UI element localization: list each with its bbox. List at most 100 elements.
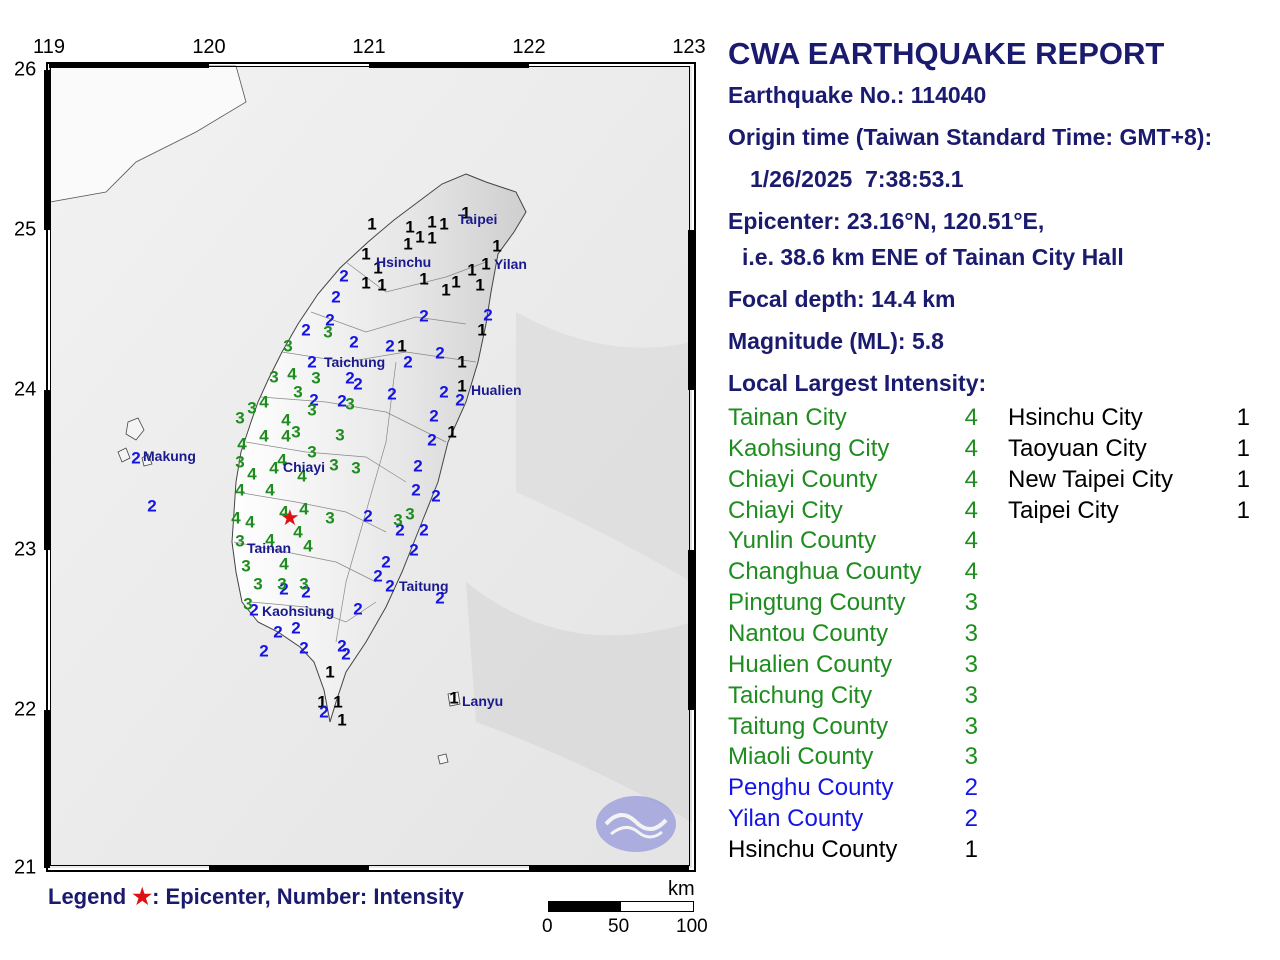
intensity-marker: 1 xyxy=(427,228,437,248)
cwa-logo xyxy=(596,796,676,852)
intensity-marker: 4 xyxy=(269,458,279,478)
intensity-marker: 3 xyxy=(335,425,345,445)
intensity-marker: 2 xyxy=(337,636,347,656)
intensity-marker: 3 xyxy=(307,442,317,462)
intensity-marker: 1 xyxy=(337,710,347,730)
intensity-marker: 3 xyxy=(243,594,253,614)
intensity-marker: 2 xyxy=(341,644,351,664)
intensity-marker: 1 xyxy=(397,336,407,356)
legend-text: : Epicenter, Number: Intensity xyxy=(152,884,464,909)
city-label: Yilan xyxy=(494,256,527,272)
intensity-marker: 3 xyxy=(351,458,361,478)
intensity-marker: 2 xyxy=(431,486,441,506)
intensity-marker: 1 xyxy=(475,275,485,295)
intensity-marker: 4 xyxy=(277,450,287,470)
region-name: Nantou County xyxy=(728,619,889,647)
intensity-marker: 4 xyxy=(287,364,297,384)
intensity-marker: 1 xyxy=(367,214,377,234)
lat-tick: 21 xyxy=(14,856,37,879)
intensity-marker: 4 xyxy=(265,480,275,500)
intensity-row: Changhua County 4 xyxy=(728,558,988,586)
intensity-marker: 3 xyxy=(405,504,415,524)
intensity-marker: 1 xyxy=(449,688,459,708)
intensity-marker: 2 xyxy=(483,305,493,325)
taiwan-island xyxy=(231,173,527,723)
intensity-marker: 3 xyxy=(307,400,317,420)
intensity-marker: 1 xyxy=(461,203,471,223)
region-name: Pingtung County xyxy=(728,589,906,617)
intensity-row: Yunlin County 4 xyxy=(728,527,988,555)
intensity-marker: 4 xyxy=(237,434,247,454)
region-name: Chiayi County xyxy=(728,465,878,493)
intensity-marker: 2 xyxy=(435,343,445,363)
lon-tick: 119 xyxy=(33,36,65,58)
intensity-marker: 1 xyxy=(405,217,415,237)
lon-tick: 121 xyxy=(352,36,386,58)
intensity-marker: 4 xyxy=(259,392,269,412)
intensity-marker: 2 xyxy=(427,430,437,450)
region-intensity: 4 xyxy=(964,404,978,431)
intensity-marker: 1 xyxy=(447,422,457,442)
intensity-marker: 3 xyxy=(299,574,309,594)
intensity-row: Hsinchu County 1 xyxy=(728,836,988,864)
origin-label: Origin time (Taiwan Standard Time: GMT+8… xyxy=(728,124,1213,150)
intensity-row: Penghu County 2 xyxy=(728,774,988,802)
intensity-marker: 2 xyxy=(307,352,317,372)
intensity-marker: 2 xyxy=(387,384,397,404)
intensity-marker: 2 xyxy=(131,448,141,468)
region-name: Hualien County xyxy=(728,650,893,678)
intensity-marker: 4 xyxy=(265,530,275,550)
region-intensity: 4 xyxy=(964,527,978,555)
city-label: Tainan xyxy=(247,540,292,556)
intensity-row: Miaoli County 3 xyxy=(728,743,988,771)
intensity-list-col2: Hsinchu City 1 Taoyuan City 1 New Taipei Cit… xyxy=(1008,404,1260,534)
region-intensity: 4 xyxy=(964,434,978,462)
intensity-marker: 4 xyxy=(281,410,291,430)
legend: Legend ★: Epicenter, Number: Intensity xyxy=(48,884,464,910)
city-label: Chiayi xyxy=(283,459,326,475)
region-intensity: 3 xyxy=(964,681,978,709)
intensity-marker: 1 xyxy=(451,272,461,292)
intensity-marker: 4 xyxy=(299,499,309,519)
intensity-row: Chiayi County 4 xyxy=(728,466,988,494)
region-intensity: 1 xyxy=(1236,496,1250,524)
intensity-marker: 1 xyxy=(361,244,371,264)
intensity-row: Chiayi City 4 xyxy=(728,497,988,525)
intensity-marker: 2 xyxy=(381,552,391,572)
lat-tick: 26 xyxy=(14,58,37,81)
intensity-marker: 3 xyxy=(283,336,293,356)
intensity-marker: 1 xyxy=(373,258,383,278)
intensity-marker: 4 xyxy=(281,426,291,446)
intensity-marker: 2 xyxy=(299,638,309,658)
region-name: Taitung County xyxy=(728,712,889,740)
intensity-list-col1: Tainan City 4 Kaohsiung City 4 Chiayi County… xyxy=(728,404,988,864)
intensity-marker: 4 xyxy=(259,426,269,446)
intensity-marker: 2 xyxy=(249,600,259,620)
region-name: Hsinchu County xyxy=(728,835,898,863)
intensity-marker: 3 xyxy=(253,574,263,594)
intensity-marker: 2 xyxy=(373,566,383,586)
intensity-marker: 2 xyxy=(429,406,439,426)
lon-tick: 120 xyxy=(192,36,226,58)
intensity-row: Taipei City 1 xyxy=(1008,497,1260,525)
intensity-marker: 1 xyxy=(457,352,467,372)
intensity-marker: 2 xyxy=(337,391,347,411)
region-intensity: 3 xyxy=(964,743,978,771)
intensity-marker: 2 xyxy=(455,390,465,410)
region-name: Miaoli County xyxy=(728,743,874,771)
region-name: New Taipei City xyxy=(1008,465,1173,493)
scale-bar xyxy=(548,901,694,912)
intensity-marker: 1 xyxy=(467,260,477,280)
intensity-marker: 2 xyxy=(403,352,413,372)
intensity-marker: 2 xyxy=(395,520,405,540)
intensity-marker: 2 xyxy=(319,702,329,722)
intensity-marker: 3 xyxy=(241,556,251,576)
intensity-marker: 2 xyxy=(301,582,311,602)
earthquake-number: Earthquake No.: 114040 xyxy=(728,82,987,108)
intensity-marker: 1 xyxy=(377,275,387,295)
region-name: Yunlin County xyxy=(728,527,877,555)
intensity-marker: 2 xyxy=(345,368,355,388)
focal-depth: Focal depth: 14.4 km xyxy=(728,286,956,312)
intensity-marker: 1 xyxy=(325,662,335,682)
region-name: Taoyuan City xyxy=(1008,434,1147,462)
